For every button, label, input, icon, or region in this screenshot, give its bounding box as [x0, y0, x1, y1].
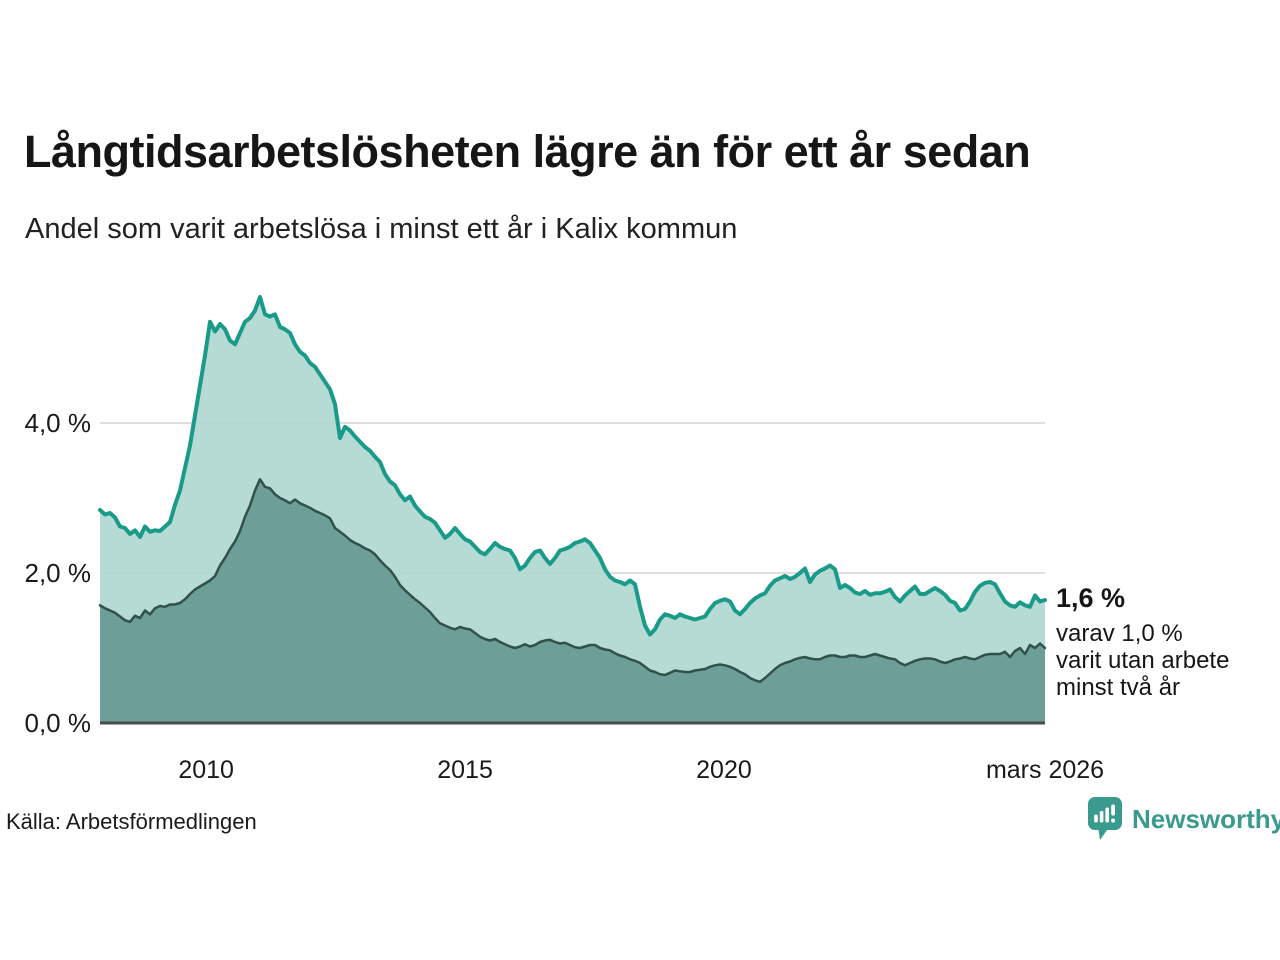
source-credit: Källa: Arbetsförmedlingen [6, 809, 257, 834]
annotation-line: minst två år [1056, 674, 1181, 701]
newsworthy-bar-chart-bubble-icon [1088, 797, 1122, 840]
x-tick-label: 2010 [178, 756, 234, 784]
x-tick-label: 2020 [696, 756, 752, 784]
y-tick-label: 0,0 % [25, 708, 92, 738]
page-subtitle: Andel som varit arbetslösa i minst ett å… [25, 213, 738, 245]
end-value-label: 1,6 % [1056, 583, 1126, 613]
brand-name: Newsworthy [1132, 804, 1280, 834]
annotation-line: varit utan arbete [1056, 647, 1230, 674]
series-area [100, 479, 1045, 723]
series-line [98, 478, 1047, 684]
series-line [98, 295, 1047, 637]
x-tick-label: 2015 [437, 756, 493, 784]
brand-logo: Newsworthy [1088, 797, 1280, 843]
x-tick-label: mars 2026 [986, 756, 1104, 784]
annotation-line: varav 1,0 % [1056, 620, 1183, 647]
page-title: Långtidsarbetslösheten lägre än för ett … [24, 126, 1031, 177]
y-tick-label: 2,0 % [25, 558, 92, 588]
y-tick-label: 4,0 % [25, 408, 92, 438]
end-value-annotation: 1,6 % varav 1,0 % varit utan arbete mins… [1056, 583, 1271, 701]
